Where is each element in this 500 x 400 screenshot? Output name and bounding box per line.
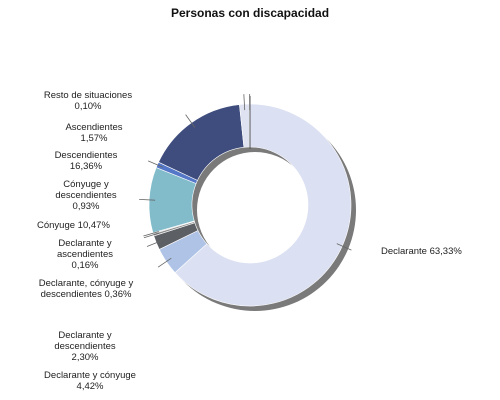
leader-ascendientes	[243, 94, 246, 111]
leader-declarante-y-conyuge	[157, 257, 172, 268]
leader-descendientes	[185, 114, 196, 128]
leader-declarante-y-descendientes	[146, 240, 163, 247]
leader-declarante-y-ascendientes	[143, 231, 159, 237]
slice-label-descendientes: Descendientes 16,36%	[54, 150, 118, 172]
leader-lines	[139, 93, 352, 268]
chart-title: Personas con discapacidad	[170, 6, 330, 20]
slice-label-conyuge-y-descendientes: Cónyuge y descendientes 0,93%	[55, 179, 117, 212]
slice-label-resto-de-situaciones: Resto de situaciones 0,10%	[43, 90, 133, 112]
slice-declarante	[174, 103, 352, 307]
slice-label-declarante-y-ascendientes: Declarante y ascendientes 0,16%	[57, 238, 113, 271]
slice-label-conyuge: Cónyuge 10,47%	[37, 220, 110, 231]
leader-declarante	[336, 243, 352, 251]
donut-slices	[148, 103, 352, 307]
slice-label-declarante: Declarante 63,33%	[381, 246, 462, 257]
leader-declarante-conyuge-y-descendientes	[143, 232, 160, 239]
leader-conyuge-y-descendientes	[147, 160, 163, 168]
slice-label-declarante-y-conyuge: Declarante y cónyuge 4,42%	[44, 370, 136, 392]
slice-label-declarante-y-descendientes: Declarante y descendientes 2,30%	[54, 330, 116, 363]
leader-conyuge	[139, 198, 156, 201]
slice-label-ascendientes: Ascendientes 1,57%	[65, 122, 123, 144]
slice-label-declarante-conyuge-descendientes: Declarante, cónyuge y descendientes 0,36…	[38, 278, 134, 300]
